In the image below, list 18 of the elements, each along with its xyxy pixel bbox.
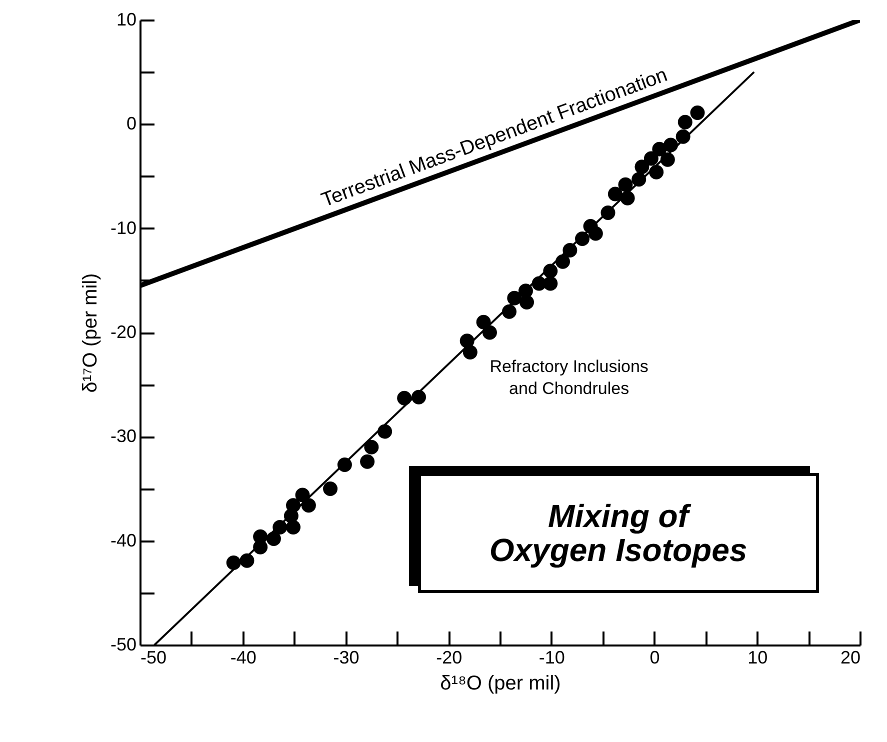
x-tick-label: 20: [840, 648, 860, 668]
annotation: Refractory Inclusions and Chondrules: [490, 356, 648, 400]
x-axis-title: δ¹⁸O (per mil): [440, 672, 561, 694]
y-tick-label: 10: [116, 10, 136, 30]
y-tick-label: -10: [110, 218, 136, 238]
x-tick-label: -20: [436, 648, 462, 668]
y-tick-label: -30: [110, 426, 136, 446]
y-axis-title: δ¹⁷O (per mil): [79, 273, 102, 393]
x-tick-label: -40: [230, 648, 256, 668]
x-tick-label: -30: [333, 648, 360, 668]
y-tick-label: -20: [110, 322, 136, 342]
y-tick-label: -50: [110, 634, 136, 654]
y-tick-label: -40: [110, 530, 136, 550]
x-tick-label: -50: [140, 648, 167, 668]
x-tick-label: 10: [748, 648, 768, 668]
y-tick-label: 0: [126, 114, 136, 134]
x-tick-label: -10: [538, 648, 565, 668]
x-tick-label: 0: [650, 648, 660, 668]
